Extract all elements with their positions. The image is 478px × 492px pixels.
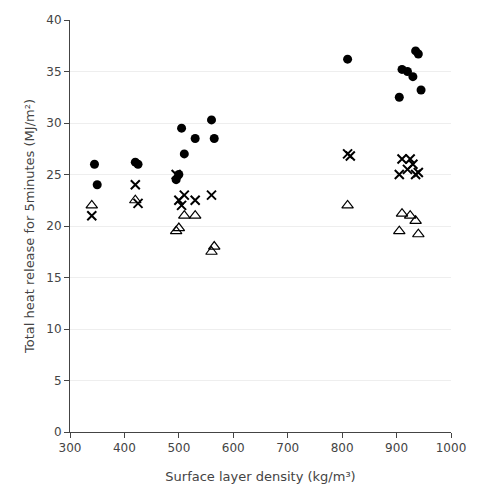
svg-text:40: 40 (46, 13, 61, 27)
svg-text:35: 35 (46, 65, 61, 79)
svg-text:300: 300 (59, 441, 82, 455)
svg-text:Total heat release for 5minute: Total heat release for 5minutes (MJ/m²) (22, 99, 37, 354)
svg-text:10: 10 (46, 322, 61, 336)
svg-text:500: 500 (167, 441, 190, 455)
svg-text:0: 0 (54, 425, 62, 439)
svg-text:800: 800 (331, 441, 354, 455)
svg-text:600: 600 (222, 441, 245, 455)
svg-text:20: 20 (46, 219, 61, 233)
svg-text:15: 15 (46, 271, 61, 285)
svg-text:700: 700 (276, 441, 299, 455)
svg-text:30: 30 (46, 116, 61, 130)
svg-text:Surface layer density (kg/m³): Surface layer density (kg/m³) (165, 469, 355, 484)
svg-text:1000: 1000 (436, 441, 467, 455)
svg-text:900: 900 (385, 441, 408, 455)
svg-text:400: 400 (113, 441, 136, 455)
svg-text:5: 5 (54, 374, 62, 388)
svg-text:25: 25 (46, 168, 61, 182)
